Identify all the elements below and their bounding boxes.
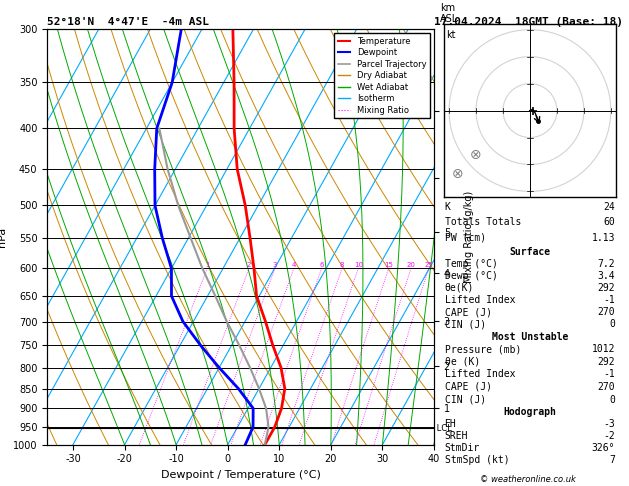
Text: Hodograph: Hodograph bbox=[503, 407, 557, 417]
Text: StmDir: StmDir bbox=[445, 443, 480, 453]
Text: K: K bbox=[445, 202, 450, 212]
Text: θe(K): θe(K) bbox=[445, 283, 474, 293]
Text: CIN (J): CIN (J) bbox=[445, 319, 486, 330]
Text: 8: 8 bbox=[340, 262, 344, 268]
Text: LCL: LCL bbox=[434, 424, 452, 433]
Y-axis label: hPa: hPa bbox=[0, 227, 8, 247]
Text: 17.04.2024  18GMT (Base: 18): 17.04.2024 18GMT (Base: 18) bbox=[434, 17, 623, 27]
Text: Lifted Index: Lifted Index bbox=[445, 369, 515, 380]
Text: 1.13: 1.13 bbox=[592, 233, 615, 243]
Text: 292: 292 bbox=[598, 357, 615, 367]
Text: 7.2: 7.2 bbox=[598, 259, 615, 269]
Text: kt: kt bbox=[447, 30, 456, 40]
Text: 6: 6 bbox=[320, 262, 324, 268]
Text: 326°: 326° bbox=[592, 443, 615, 453]
Text: 0: 0 bbox=[610, 395, 615, 404]
Text: 24: 24 bbox=[604, 202, 615, 212]
Text: 1012: 1012 bbox=[592, 344, 615, 354]
Text: 0: 0 bbox=[610, 319, 615, 330]
Text: CAPE (J): CAPE (J) bbox=[445, 382, 492, 392]
Text: 292: 292 bbox=[598, 283, 615, 293]
Text: 2: 2 bbox=[247, 262, 251, 268]
Text: 3: 3 bbox=[272, 262, 277, 268]
Text: -1: -1 bbox=[604, 295, 615, 305]
Text: Surface: Surface bbox=[509, 246, 550, 257]
Text: SREH: SREH bbox=[445, 431, 468, 441]
Legend: Temperature, Dewpoint, Parcel Trajectory, Dry Adiabat, Wet Adiabat, Isotherm, Mi: Temperature, Dewpoint, Parcel Trajectory… bbox=[335, 34, 430, 118]
Text: 15: 15 bbox=[384, 262, 393, 268]
Text: StmSpd (kt): StmSpd (kt) bbox=[445, 455, 509, 466]
Text: 3.4: 3.4 bbox=[598, 271, 615, 281]
Text: CAPE (J): CAPE (J) bbox=[445, 307, 492, 317]
Text: 7: 7 bbox=[610, 455, 615, 466]
Text: -1: -1 bbox=[604, 369, 615, 380]
Text: PW (cm): PW (cm) bbox=[445, 233, 486, 243]
Text: 52°18'N  4°47'E  -4m ASL: 52°18'N 4°47'E -4m ASL bbox=[47, 17, 209, 27]
Text: θe (K): θe (K) bbox=[445, 357, 480, 367]
Text: 4: 4 bbox=[292, 262, 296, 268]
Text: 25: 25 bbox=[425, 262, 433, 268]
Text: 1: 1 bbox=[205, 262, 209, 268]
Text: ⊗: ⊗ bbox=[452, 167, 463, 181]
Text: 10: 10 bbox=[353, 262, 363, 268]
Text: km
ASL: km ASL bbox=[440, 3, 459, 24]
Text: © weatheronline.co.uk: © weatheronline.co.uk bbox=[481, 474, 576, 484]
Text: EH: EH bbox=[445, 419, 456, 429]
Text: 270: 270 bbox=[598, 307, 615, 317]
Text: CIN (J): CIN (J) bbox=[445, 395, 486, 404]
Text: 270: 270 bbox=[598, 382, 615, 392]
Text: Most Unstable: Most Unstable bbox=[492, 332, 568, 342]
Text: 60: 60 bbox=[604, 217, 615, 227]
X-axis label: Dewpoint / Temperature (°C): Dewpoint / Temperature (°C) bbox=[160, 470, 321, 480]
Text: Totals Totals: Totals Totals bbox=[445, 217, 521, 227]
Text: -2: -2 bbox=[604, 431, 615, 441]
Text: -3: -3 bbox=[604, 419, 615, 429]
Text: Lifted Index: Lifted Index bbox=[445, 295, 515, 305]
Text: Dewp (°C): Dewp (°C) bbox=[445, 271, 498, 281]
Text: ⊗: ⊗ bbox=[470, 148, 482, 162]
Text: Mixing Ratio (g/kg): Mixing Ratio (g/kg) bbox=[464, 191, 474, 283]
Text: Pressure (mb): Pressure (mb) bbox=[445, 344, 521, 354]
Text: Temp (°C): Temp (°C) bbox=[445, 259, 498, 269]
Text: 20: 20 bbox=[406, 262, 415, 268]
